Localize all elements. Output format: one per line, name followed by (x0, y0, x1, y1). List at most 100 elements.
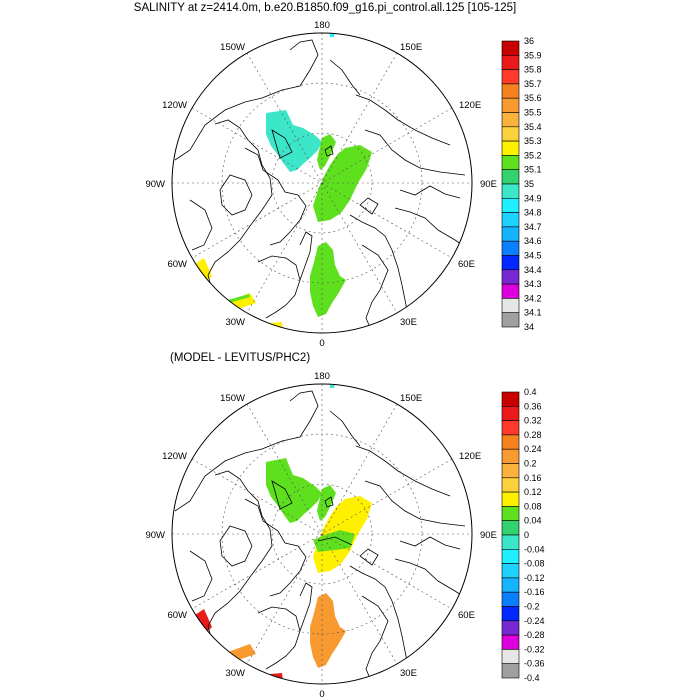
colorbar-swatch (501, 491, 520, 507)
colorbar-swatch (501, 212, 520, 228)
colorbar-label: 36 (524, 36, 534, 46)
lon-label-30w: 30W (225, 317, 245, 328)
colorbar-label: 34.7 (524, 222, 542, 232)
salinity-field-bering-edge (330, 33, 335, 37)
difference-field-eurasian-green (313, 530, 355, 552)
colorbar-swatch (501, 463, 520, 479)
colorbar-swatch (501, 83, 520, 99)
salinity-field-fram (310, 242, 346, 317)
difference-field-fram (310, 593, 346, 668)
colorbar-label: 35.1 (524, 165, 542, 175)
colorbar-swatch (501, 240, 520, 256)
colorbar-swatch (501, 169, 520, 185)
lon-label-60e: 60E (458, 610, 475, 621)
colorbar-label: -0.12 (524, 573, 545, 583)
lon-label-120w: 120W (162, 100, 187, 111)
colorbar-label: 35 (524, 179, 534, 189)
colorbar-swatch (501, 649, 520, 665)
lon-label-180: 180 (314, 20, 330, 31)
colorbar-label: -0.24 (524, 616, 545, 626)
colorbar-swatch (501, 126, 520, 142)
colorbar-swatch (501, 577, 520, 593)
colorbar-label: 35.2 (524, 150, 542, 160)
colorbar-top: 36 35.9 35.8 35.7 35.6 35.5 35.4 35.3 35.2 35.1 35… (501, 36, 542, 332)
difference-field-bering-edge (330, 384, 335, 388)
lon-label-90e: 90E (480, 179, 497, 190)
polar-map-top: 180 150W 150E 120W 120E 90W 90E 60W 60E … (145, 20, 496, 349)
map-title-salinity: SALINITY at z=2414.0m, b.e20.B1850.f09_g… (133, 2, 517, 14)
colorbar-label: 34.1 (524, 308, 542, 318)
colorbar-swatch (501, 405, 520, 421)
lon-label-90w: 90W (145, 530, 165, 541)
lon-label-150w: 150W (220, 393, 245, 404)
colorbar-swatch (501, 269, 520, 285)
colorbar-label: 34.2 (524, 293, 542, 303)
colorbar-label: 34.4 (524, 265, 542, 275)
colorbar-label: -0.28 (524, 630, 545, 640)
lon-label-30e: 30E (400, 668, 417, 679)
colorbar-label: 0.2 (524, 459, 537, 469)
colorbar-label: 0 (524, 530, 529, 540)
colorbar-bottom: 0.4 0.36 0.32 0.28 0.24 0.2 0.16 0.12 0.08 0.04 0 -… (501, 387, 545, 683)
colorbar-label: 35.3 (524, 136, 542, 146)
colorbar-swatch (501, 312, 520, 328)
colorbar-label: 0.36 (524, 401, 542, 411)
colorbar-swatch (501, 520, 520, 536)
lon-label-30w: 30W (225, 668, 245, 679)
salinity-field-canada-basin (266, 110, 322, 172)
colorbar-label: 35.4 (524, 122, 542, 132)
difference-field-labrador (228, 644, 256, 660)
lon-label-30e: 30E (400, 317, 417, 328)
colorbar-label: 35.9 (524, 50, 542, 60)
colorbar-label: 0.4 (524, 387, 537, 397)
colorbar-label: -0.2 (524, 602, 540, 612)
colorbar-label: -0.16 (524, 587, 545, 597)
map-boundary-bottom (171, 383, 473, 685)
colorbar-swatch (501, 69, 520, 85)
lon-label-60w: 60W (167, 610, 187, 621)
colorbar-label: 0.08 (524, 501, 542, 511)
salinity-field-eurasian-basin (313, 145, 372, 222)
map-boundary-top (171, 32, 473, 334)
difference-field-baffin (192, 609, 212, 634)
colorbar-swatch (501, 477, 520, 493)
colorbar-label: 0.12 (524, 487, 542, 497)
coastlines-bottom (174, 390, 471, 684)
lon-label-120w: 120W (162, 451, 187, 462)
lon-label-60e: 60E (458, 259, 475, 270)
colorbar-swatch (501, 634, 520, 650)
colorbar-swatch (501, 226, 520, 242)
lon-label-0: 0 (319, 689, 324, 700)
colorbar-swatch (501, 448, 520, 464)
colorbar-label: -0.08 (524, 559, 545, 569)
colorbar-label: 34.6 (524, 236, 542, 246)
colorbar-label: 0.28 (524, 430, 542, 440)
colorbar-swatch (501, 54, 520, 70)
lon-label-150e: 150E (400, 42, 422, 53)
colorbar-swatch (501, 391, 520, 407)
colorbar-swatch (501, 40, 520, 56)
lon-label-120e: 120E (459, 100, 481, 111)
colorbar-swatch (501, 283, 520, 299)
colorbar-swatch (501, 140, 520, 156)
colorbar-label: 35.5 (524, 108, 542, 118)
lon-label-90e: 90E (480, 530, 497, 541)
colorbar-label: 35.7 (524, 79, 542, 89)
graticule-top (172, 33, 472, 333)
colorbar-swatch (501, 198, 520, 213)
lon-label-120e: 120E (459, 451, 481, 462)
lon-label-90w: 90W (145, 179, 165, 190)
colorbar-swatch (501, 155, 520, 170)
colorbar-label: 35.8 (524, 65, 542, 75)
colorbar-swatch (501, 534, 520, 550)
colorbar-label: -0.4 (524, 673, 540, 683)
map-title-difference: (MODEL - LEVITUS/PHC2) (170, 352, 311, 364)
colorbar-label: 34.9 (524, 193, 542, 203)
colorbar-label: 34.3 (524, 279, 542, 289)
colorbar-swatch (501, 420, 520, 436)
salinity-field-baffin (192, 258, 212, 283)
colorbar-label: 35.6 (524, 93, 542, 103)
colorbar-label: -0.36 (524, 659, 545, 669)
colorbar-label: -0.04 (524, 544, 545, 554)
